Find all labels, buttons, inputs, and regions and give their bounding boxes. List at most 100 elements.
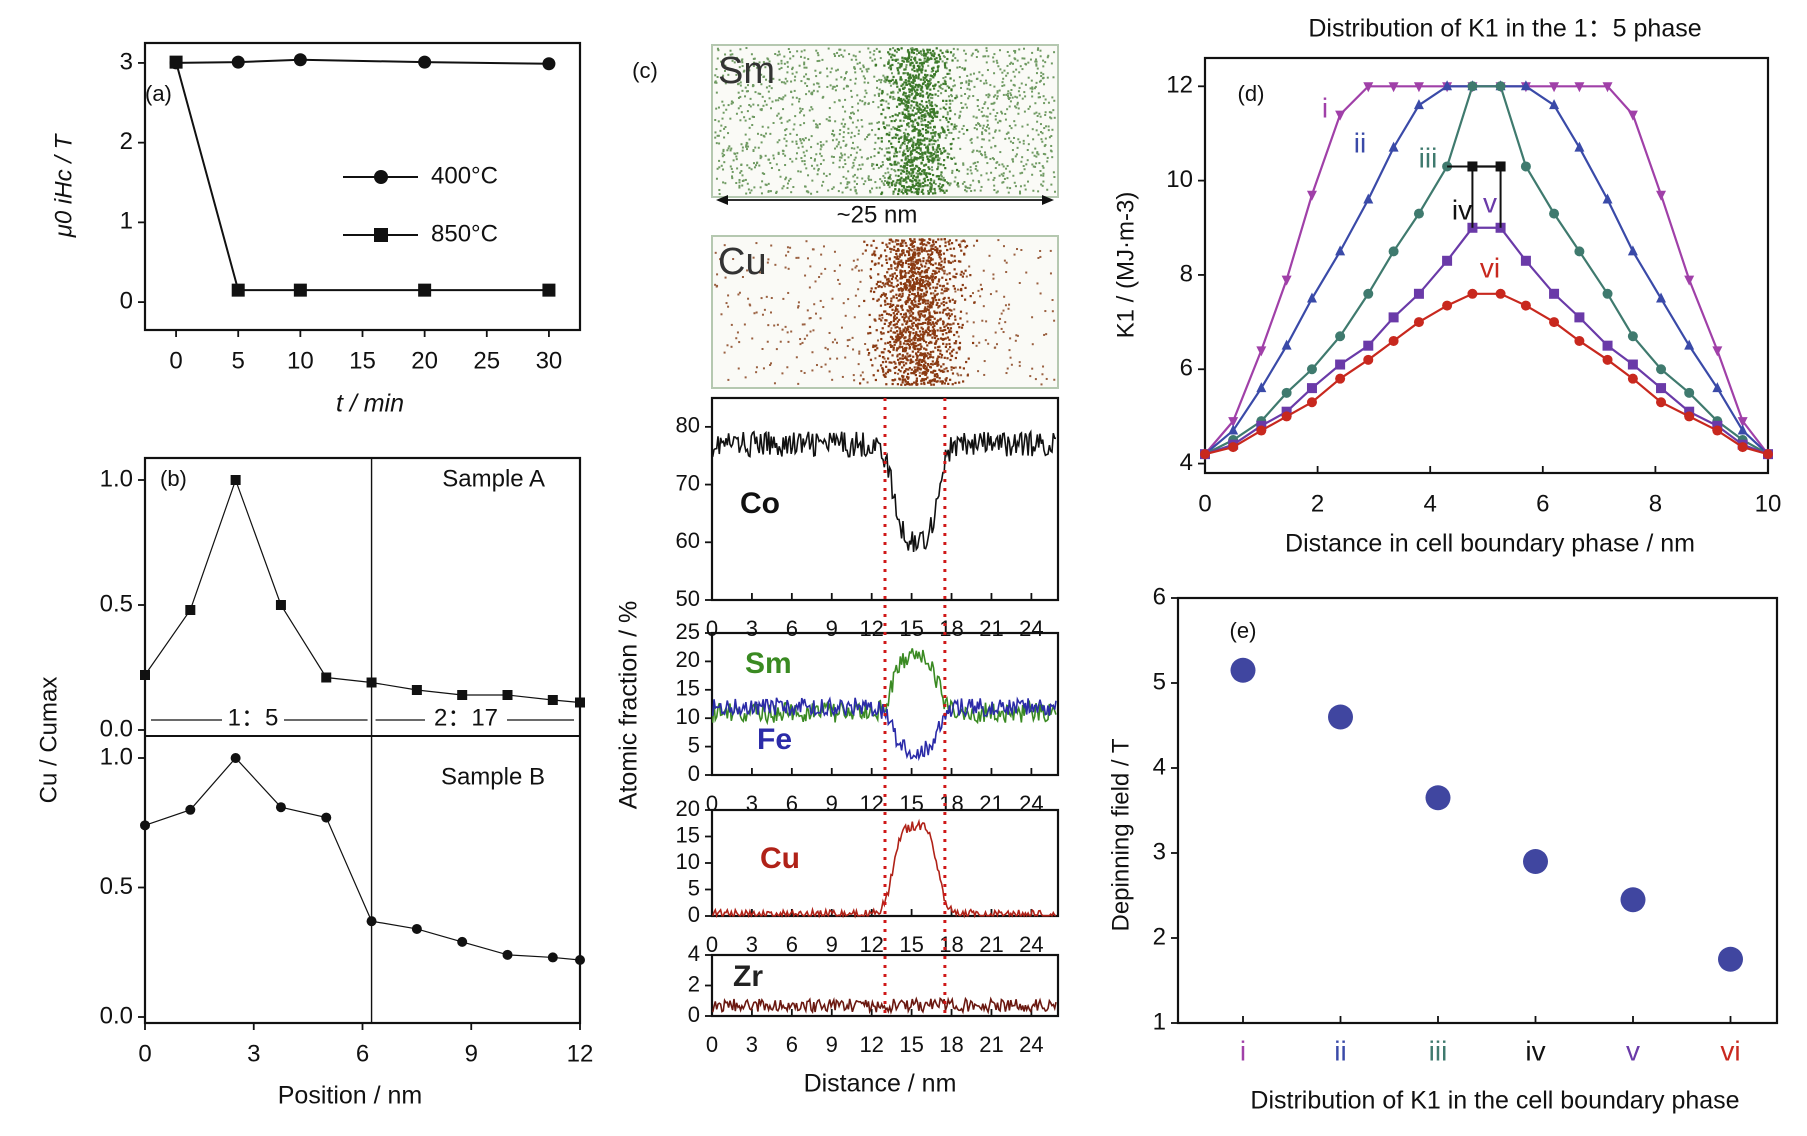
panel-d-data-point (1602, 354, 1613, 365)
panel-d-data-point (1712, 425, 1723, 436)
panel-a-ylabel: μ0 iHc / T (50, 132, 77, 238)
panel-d-data-point (1413, 288, 1424, 299)
panel-d-data-point (1520, 80, 1531, 91)
panel-d-data-point (1228, 424, 1239, 435)
panel-c-x-label: 15 (899, 791, 923, 816)
panel-c-y-label: 0 (688, 1002, 700, 1027)
panel-b-x-label: 9 (465, 1040, 478, 1067)
panel-d-data-point (1281, 387, 1292, 398)
panel-d-data-point (1574, 141, 1585, 152)
panel-d-data-point (1712, 346, 1723, 357)
panel-b-data-point (321, 812, 332, 823)
panel-c-x-label: 24 (1019, 1032, 1043, 1057)
panel-e-category-label: iii (1429, 1035, 1448, 1066)
panel-b-data-point (502, 690, 513, 700)
panel-d-data-point (1335, 331, 1346, 342)
panel-d-data-point (1574, 335, 1585, 346)
panel-c-y-label: 70 (676, 470, 700, 495)
panel-d-data-point (1549, 208, 1560, 219)
panel-c-x-label: 12 (859, 791, 883, 816)
panel-b-ylabel: Cu / Cumax (35, 677, 62, 804)
panel-a-data-point (542, 283, 556, 297)
panel-c-map-label: Cu (718, 241, 767, 283)
panel-d-series-label: i (1322, 92, 1328, 123)
panel-c-profile-zr (711, 996, 1057, 1015)
panel-d-data-point (1574, 312, 1585, 323)
panel-a-data-point (293, 53, 307, 67)
panel-c-y-label: 10 (676, 704, 700, 729)
panel-c-atom-map (714, 47, 1056, 196)
panel-b-phase-label-bg (425, 707, 507, 733)
panel-d-data-point (1256, 382, 1267, 393)
panel-b-sample-label: Sample B (441, 763, 545, 790)
panel-a-legend-label: 400°C (431, 162, 498, 189)
panel-a-data-point (293, 283, 307, 297)
panel-d-x-label: 10 (1755, 490, 1782, 517)
panel-b-y-label: 0.5 (100, 590, 133, 617)
panel-d-data-point (1256, 425, 1267, 436)
panel-a-data-point (418, 283, 432, 297)
panel-b-data-point (575, 697, 585, 708)
panel-b-y-label: 0.5 (100, 873, 133, 900)
panel-d-data-point (1549, 99, 1560, 110)
panel-c-x-label: 9 (826, 932, 838, 957)
panel-e-y-label: 4 (1153, 753, 1166, 780)
panel-d-data-point (1602, 193, 1613, 204)
panel-a-legend-marker (374, 170, 388, 184)
panel-d-data-point (1627, 331, 1638, 342)
panel-e-category-label: vi (1720, 1035, 1740, 1066)
panel-c-x-label: 0 (706, 932, 718, 957)
panel-e-tag: (e) (1230, 618, 1257, 643)
panel-d-data-point (1442, 80, 1453, 91)
panel-e-data-point (1620, 887, 1646, 913)
panel-d-data-point (1256, 346, 1267, 357)
panel-c-x-label: 12 (859, 616, 883, 641)
panel-d-data-point (1228, 442, 1239, 453)
panel-d-data-point (1306, 364, 1317, 375)
panel-a-legend-label: 850°C (431, 220, 498, 247)
panel-d-xlabel: Distance in cell boundary phase / nm (1285, 530, 1695, 558)
panel-d-data-point (1602, 340, 1613, 351)
panel-d-data-point (1388, 246, 1399, 257)
panel-e-y-label: 6 (1153, 583, 1166, 610)
panel-d-data-point (1656, 383, 1667, 394)
panel-c-x-label: 3 (746, 791, 758, 816)
panel-c-map-label: Sm (718, 50, 775, 92)
panel-e-y-label: 1 (1153, 1008, 1166, 1035)
panel-d-data-point (1363, 288, 1374, 299)
panel-b-series-line (144, 478, 581, 704)
panel-d-data-point (1200, 449, 1210, 460)
panel-d-series-label: iv (1452, 194, 1472, 225)
panel-c-tag: (c) (632, 58, 658, 83)
panel-c-x-label: 6 (786, 616, 798, 641)
panel-b-phase-label: 2：17 (434, 704, 498, 731)
panel-d-data-point (1712, 382, 1723, 393)
panel-d-data-point (1627, 359, 1638, 370)
panel-b-data-point (321, 672, 332, 683)
panel-b-data-point (185, 804, 196, 815)
panel-b-data-point (502, 949, 513, 960)
panel-d-data-point (1656, 190, 1667, 201)
panel-b-tag: (b) (160, 466, 187, 491)
panel-c-y-label: 15 (676, 676, 700, 701)
panel-c-y-label: 5 (688, 875, 700, 900)
panel-d-data-point (1627, 110, 1638, 121)
panel-c-y-label: 50 (676, 586, 700, 611)
panel-c-y-label: 80 (676, 413, 700, 438)
panel-d-data-point (1228, 417, 1239, 428)
panel-b-data-point (457, 690, 468, 700)
panel-e-y-label: 2 (1153, 923, 1166, 950)
panel-c-x-label: 21 (979, 791, 1003, 816)
panel-b-data-point (366, 677, 377, 688)
panel-b-sample-label: Sample A (442, 465, 545, 492)
panel-a-data-point (169, 55, 183, 69)
panel-c-y-label: 20 (676, 647, 700, 672)
panel-d-data-point (1737, 417, 1748, 428)
panel-c-ylabel: Atomic fraction / % (615, 601, 643, 809)
panel-d-data-point (1335, 245, 1346, 256)
panel-d-y-label: 4 (1180, 449, 1193, 476)
panel-d-data-point (1442, 255, 1453, 266)
panel-d-data-point (1413, 208, 1424, 219)
panel-a-x-label: 20 (411, 347, 438, 374)
